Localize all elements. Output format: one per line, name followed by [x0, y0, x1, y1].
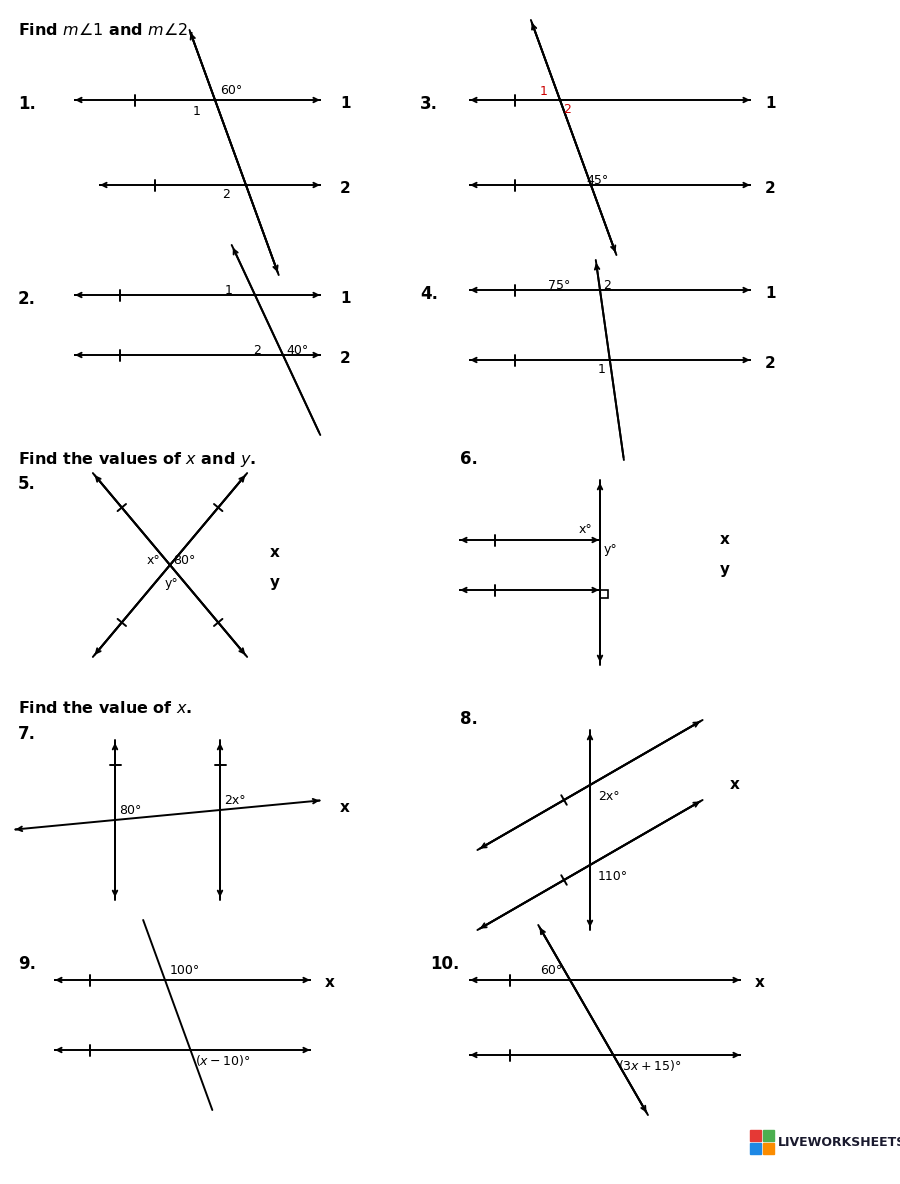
Text: x: x	[755, 974, 765, 990]
Text: 100°: 100°	[170, 964, 200, 977]
Text: 10.: 10.	[430, 955, 459, 973]
Text: $(x - 10)°$: $(x - 10)°$	[195, 1053, 251, 1068]
Text: 2: 2	[222, 188, 230, 201]
Text: 2: 2	[765, 356, 776, 371]
Text: 2x°: 2x°	[598, 790, 619, 803]
Text: 2: 2	[603, 279, 611, 292]
Text: 5.: 5.	[18, 475, 36, 493]
Text: y: y	[720, 562, 730, 577]
Text: 1: 1	[340, 96, 350, 111]
Text: x: x	[340, 800, 350, 815]
Text: x: x	[325, 974, 335, 990]
Text: LIVEWORKSHEETS: LIVEWORKSHEETS	[778, 1135, 900, 1148]
Text: 45°: 45°	[586, 174, 608, 187]
Text: 2: 2	[253, 345, 261, 358]
Text: 40°: 40°	[286, 345, 308, 358]
Text: 1: 1	[540, 85, 548, 98]
Text: $(3x + 15)°$: $(3x + 15)°$	[618, 1058, 682, 1073]
Text: Find the value of $x$.: Find the value of $x$.	[18, 700, 193, 716]
Text: 60°: 60°	[220, 84, 242, 97]
Text: 6.: 6.	[460, 450, 478, 468]
Text: 80°: 80°	[173, 553, 195, 566]
Bar	[750, 1143, 761, 1154]
Text: 80°: 80°	[119, 804, 141, 817]
Text: 9.: 9.	[18, 955, 36, 973]
Text: 1.: 1.	[18, 95, 36, 112]
Text: 2: 2	[563, 103, 571, 116]
Text: y°: y°	[165, 577, 179, 590]
Text: 2: 2	[765, 181, 776, 197]
Text: y°: y°	[604, 543, 617, 556]
Text: 2.: 2.	[18, 290, 36, 308]
Text: 2x°: 2x°	[224, 794, 246, 807]
Text: 1: 1	[340, 291, 350, 305]
Text: 7.: 7.	[18, 725, 36, 744]
Text: x: x	[720, 532, 730, 547]
Text: 3.: 3.	[420, 95, 438, 112]
Text: 110°: 110°	[598, 870, 628, 883]
Bar	[750, 1130, 761, 1141]
Bar	[763, 1143, 774, 1154]
Text: 4.: 4.	[420, 285, 438, 303]
Text: 1: 1	[193, 105, 201, 118]
Text: 1: 1	[225, 284, 233, 297]
Text: 8.: 8.	[460, 710, 478, 728]
Text: x°: x°	[578, 523, 592, 536]
Text: Find $m\angle1$ and $m\angle2$.: Find $m\angle1$ and $m\angle2$.	[18, 22, 194, 38]
Bar	[763, 1130, 774, 1141]
Text: y: y	[270, 575, 280, 590]
Text: x°: x°	[146, 553, 160, 566]
Text: 60°: 60°	[540, 964, 562, 977]
Text: Find the values of $x$ and $y$.: Find the values of $x$ and $y$.	[18, 450, 256, 469]
Text: x: x	[270, 545, 280, 560]
Text: 1: 1	[598, 363, 606, 377]
Text: 1: 1	[765, 96, 776, 111]
Text: 2: 2	[340, 181, 351, 197]
Text: x: x	[730, 777, 740, 792]
Text: 2: 2	[340, 350, 351, 366]
Text: 75°: 75°	[547, 279, 570, 292]
Text: 1: 1	[765, 287, 776, 301]
